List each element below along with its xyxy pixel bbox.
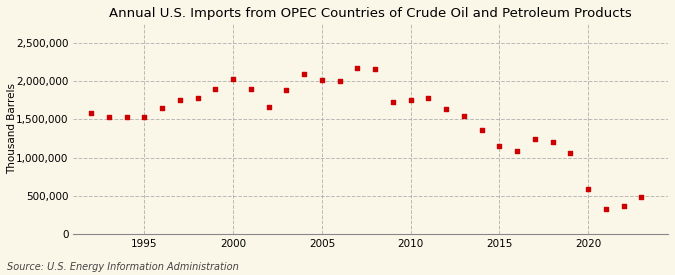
- Point: [370, 67, 381, 71]
- Point: [192, 96, 203, 100]
- Point: [530, 137, 541, 141]
- Point: [263, 105, 274, 109]
- Point: [103, 115, 114, 119]
- Point: [139, 115, 150, 119]
- Text: Source: U.S. Energy Information Administration: Source: U.S. Energy Information Administ…: [7, 262, 238, 272]
- Point: [477, 128, 487, 132]
- Point: [565, 151, 576, 155]
- Point: [512, 148, 522, 153]
- Point: [583, 187, 593, 191]
- Point: [441, 106, 452, 111]
- Point: [157, 106, 167, 110]
- Point: [423, 96, 434, 100]
- Point: [299, 71, 310, 76]
- Y-axis label: Thousand Barrels: Thousand Barrels: [7, 83, 17, 174]
- Point: [317, 78, 327, 82]
- Point: [387, 100, 398, 104]
- Point: [405, 97, 416, 102]
- Point: [281, 88, 292, 93]
- Point: [334, 79, 345, 83]
- Point: [494, 144, 505, 148]
- Point: [175, 97, 186, 102]
- Point: [601, 207, 612, 211]
- Point: [122, 115, 132, 119]
- Title: Annual U.S. Imports from OPEC Countries of Crude Oil and Petroleum Products: Annual U.S. Imports from OPEC Countries …: [109, 7, 632, 20]
- Point: [636, 195, 647, 199]
- Point: [210, 87, 221, 91]
- Point: [618, 204, 629, 209]
- Point: [227, 77, 238, 81]
- Point: [458, 113, 469, 118]
- Point: [246, 87, 256, 91]
- Point: [352, 66, 363, 70]
- Point: [547, 140, 558, 144]
- Point: [86, 111, 97, 116]
